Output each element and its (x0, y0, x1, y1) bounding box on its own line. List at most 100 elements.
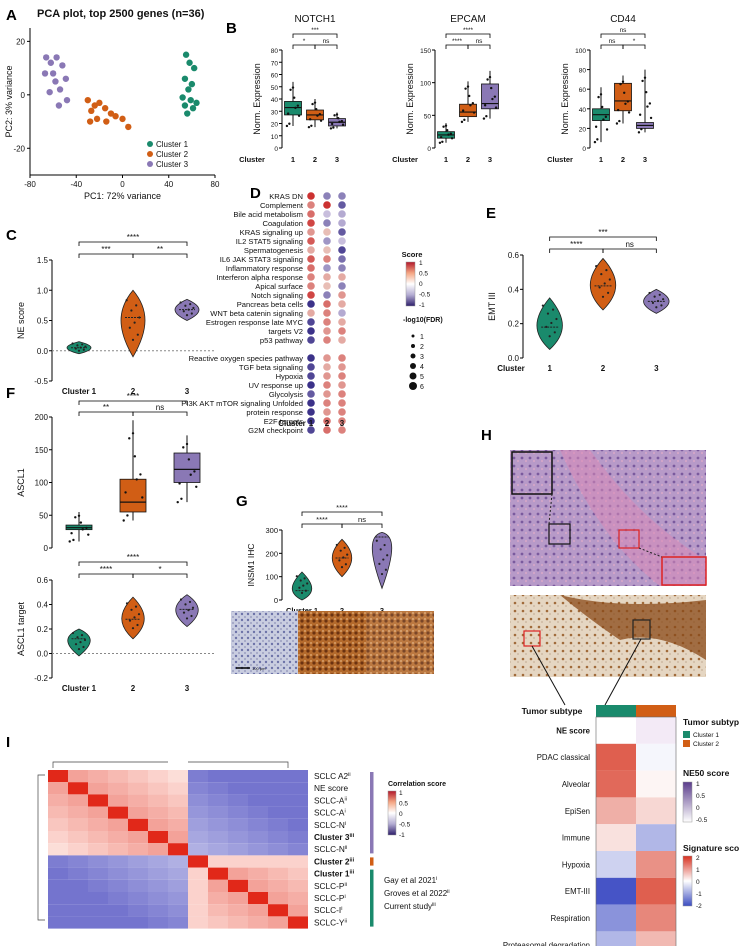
dot-cell (323, 273, 331, 281)
boxplot-cd44-y-tick-label: 100 (575, 48, 586, 55)
C-point (192, 306, 195, 310)
i-cell (268, 794, 288, 807)
i-cell (188, 843, 208, 856)
C-point (84, 345, 87, 348)
G-violin-3 (371, 531, 393, 590)
boxplot-epcam-box-2 (459, 103, 477, 118)
boxplot-notch1-point (338, 120, 341, 124)
i-cell (108, 916, 128, 929)
dot-cell (338, 282, 346, 290)
F2-bracket (78, 573, 134, 578)
i-legend-tick: 0 (399, 811, 403, 818)
panel-label-i: I (6, 734, 10, 751)
F2-point (80, 634, 84, 637)
i-cell (88, 831, 108, 844)
correlation-heatmap: SCLC A2ii NE score SCLC-Aii SCLC-Ai SCLC-Ni C… (37, 761, 450, 929)
i-cell (288, 904, 308, 917)
h-subtype-legend-label: Cluster 2 (693, 741, 719, 748)
boxplot-ylabel: Norm. Expression (560, 63, 570, 135)
h-sig-tick: -2 (696, 903, 702, 910)
E-point (651, 301, 655, 304)
pca-x-tick-label: 0 (120, 180, 125, 189)
i-cell (248, 794, 268, 807)
F2-point (77, 647, 81, 651)
C-point (190, 312, 193, 315)
ascl1-point (133, 455, 137, 458)
i-cell (228, 916, 248, 929)
G-point (380, 572, 384, 576)
i-cell (128, 782, 148, 795)
C-point (77, 349, 81, 352)
boxplot-notch1-point (296, 104, 300, 107)
dotplot-size-marker (411, 334, 415, 338)
i-reference: Groves et al 2022ii (384, 889, 450, 898)
h-cell (636, 824, 676, 851)
i-cell (108, 855, 128, 868)
i-cell (68, 782, 88, 795)
boxplot-x-prefix: Cluster (239, 155, 265, 164)
boxplot-cd44-point (641, 79, 644, 83)
i-cell (228, 831, 248, 844)
pca-point-cluster-3 (53, 54, 60, 61)
i-cell (208, 916, 228, 929)
G-point (344, 563, 347, 566)
dot-cell (323, 228, 331, 236)
h-ne-legend-title: NE50 score (683, 768, 730, 778)
i-cell (68, 806, 88, 819)
dot-cell (323, 291, 331, 299)
pca-y-tick-label: -20 (13, 144, 25, 153)
C-point (179, 301, 182, 304)
i-row-label: SCLC-Nii (314, 844, 347, 854)
h-cell (596, 770, 636, 798)
G-point (378, 562, 381, 565)
h-subtype-legend-swatch (683, 731, 690, 738)
i-colorbar (387, 790, 397, 836)
i-cell (268, 843, 288, 856)
i-cell (48, 818, 68, 831)
i-cell (88, 904, 108, 917)
ascl1-point (122, 519, 125, 522)
C-x-label: Cluster 1 (62, 387, 97, 396)
h-row-label: NE score (556, 726, 590, 735)
C-point (133, 321, 136, 324)
dot-cell (323, 210, 331, 218)
F2-x-label: 3 (185, 684, 190, 693)
scale-bar-label: 100 μm (252, 666, 266, 671)
F2-ylabel: ASCL1 target (16, 601, 26, 656)
G-y-tick-label: 200 (265, 549, 278, 558)
boxplot-cd44-bracket (600, 44, 624, 49)
h-ne-tick: 1 (696, 781, 700, 788)
ascl1-point (79, 521, 83, 524)
i-cell (168, 843, 188, 856)
i-row-label: SCLC-Yii (314, 917, 347, 927)
i-cell (48, 916, 68, 929)
dot-cell (323, 309, 331, 317)
F2-sig-label: **** (127, 553, 139, 562)
dotplot-size-marker (410, 353, 416, 359)
h-cell (596, 797, 636, 825)
i-cell (68, 855, 88, 868)
E-violin-3 (643, 288, 670, 314)
dot-cell (323, 408, 331, 416)
boxplot-notch1-sig-label: *** (311, 27, 319, 34)
boxplot-epcam-point (447, 133, 450, 136)
dotplot-score-tick: 1 (419, 260, 423, 267)
dot-cell (307, 192, 315, 200)
boxplot-notch1-box-1 (284, 101, 302, 116)
i-cell (208, 794, 228, 807)
E-sig-label: *** (598, 228, 607, 237)
h-cell (596, 851, 636, 878)
C-ylabel: NE score (16, 302, 26, 339)
pca-point-cluster-1 (186, 59, 193, 66)
panel-label-d: D (250, 185, 261, 202)
i-cell (148, 855, 168, 868)
pathway-label: Notch signaling (251, 291, 303, 300)
dot-cell (307, 201, 315, 209)
i-cell (228, 782, 248, 795)
ascl1-box-3 (173, 452, 201, 483)
G-point (304, 589, 307, 592)
E-point (603, 282, 606, 285)
boxplot-cd44-box-2 (614, 82, 632, 112)
dot-cell (323, 219, 331, 227)
